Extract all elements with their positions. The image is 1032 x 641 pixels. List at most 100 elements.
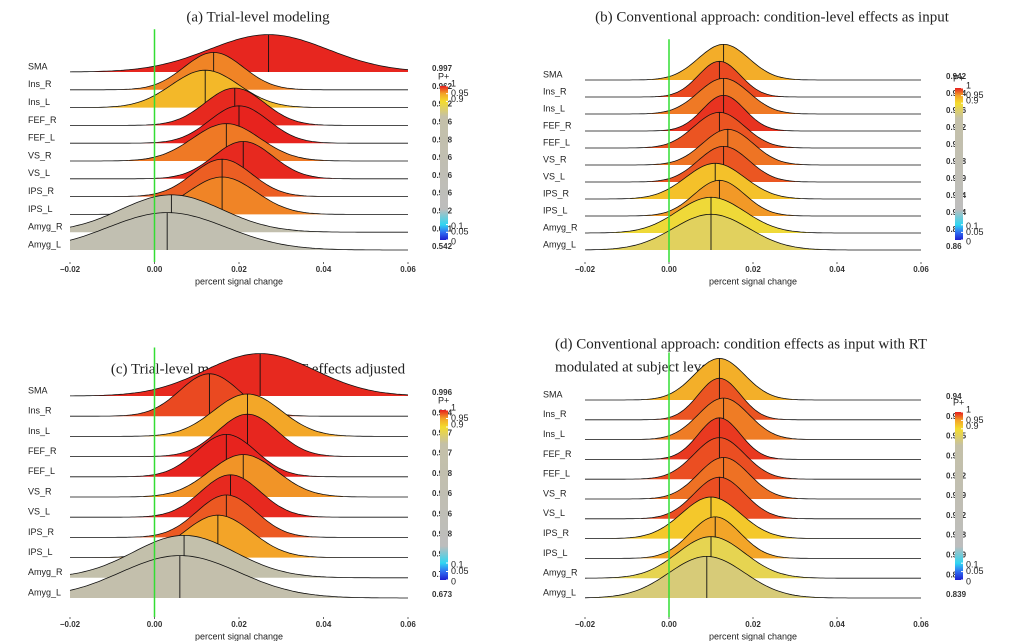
density xyxy=(585,477,921,519)
colorbar xyxy=(955,412,963,580)
density-outline xyxy=(585,476,921,520)
p-label: 0.997 xyxy=(432,64,453,73)
density xyxy=(70,495,408,538)
region-label: Amyg_R xyxy=(543,568,578,578)
region-label: Ins_R xyxy=(543,409,567,419)
colorbar-tick-label: 0.9 xyxy=(966,96,979,106)
region-label: FEF_R xyxy=(543,449,572,459)
density xyxy=(70,454,408,497)
density xyxy=(70,515,408,558)
x-tick-label: −0.02 xyxy=(60,265,81,274)
panel-title: (b) Conventional approach: condition-lev… xyxy=(595,9,950,25)
colorbar-title: P+ xyxy=(438,71,449,81)
density xyxy=(70,177,408,215)
colorbar-title: P+ xyxy=(953,73,964,83)
density-outline xyxy=(69,194,408,233)
colorbar-tick-label: 0.1 xyxy=(451,559,464,569)
x-axis-label: percent signal change xyxy=(195,276,283,286)
density-outline xyxy=(585,146,921,183)
region-label: Ins_R xyxy=(28,79,52,89)
region-label: Amyg_R xyxy=(28,567,63,577)
region-label: FEF_L xyxy=(543,469,570,479)
density-outline xyxy=(585,377,921,421)
density-outline xyxy=(585,128,921,166)
density-outline xyxy=(584,536,921,579)
p-label: 0.89 xyxy=(946,225,962,234)
density xyxy=(585,378,921,420)
colorbar-tick-label: 0.1 xyxy=(451,221,464,231)
region-label: Ins_R xyxy=(543,86,567,96)
colorbar-tick-label: 0.1 xyxy=(966,560,979,570)
colorbar xyxy=(955,88,963,240)
colorbar-tick-label: 0.1 xyxy=(966,221,979,231)
colorbar-tick-label: 0 xyxy=(966,236,971,246)
density-outline xyxy=(70,434,408,478)
colorbar-title: P+ xyxy=(953,397,964,407)
density xyxy=(585,417,921,460)
density xyxy=(70,52,408,90)
x-tick-label: 0.00 xyxy=(661,620,677,629)
x-axis-label: percent signal change xyxy=(709,631,797,641)
x-tick-label: −0.02 xyxy=(575,265,596,274)
x-tick-label: 0.06 xyxy=(913,265,929,274)
density-outline xyxy=(69,555,408,599)
region-label: IPS_L xyxy=(543,205,568,215)
density-outline xyxy=(70,69,408,108)
region-label: Ins_L xyxy=(28,426,50,436)
colorbar-tick-label: 1 xyxy=(451,402,456,412)
density-outline xyxy=(70,373,408,417)
colorbar-tick-label: 0 xyxy=(451,236,456,246)
x-tick-label: 0.04 xyxy=(316,620,332,629)
region-label: FEF_R xyxy=(28,115,57,125)
density xyxy=(585,112,921,148)
x-tick-label: 0.02 xyxy=(745,265,761,274)
region-label: FEF_L xyxy=(28,133,55,143)
density-outline xyxy=(70,353,409,397)
panel-title: modulated at subject level xyxy=(555,359,712,375)
region-label: Ins_L xyxy=(543,103,565,113)
region-label: VS_R xyxy=(543,154,567,164)
colorbar-tick-label: 0.95 xyxy=(966,90,984,100)
density-outline xyxy=(585,111,921,149)
region-label: SMA xyxy=(543,389,563,399)
region-label: VS_L xyxy=(543,171,565,181)
colorbar-tick-label: 0 xyxy=(966,576,971,586)
colorbar-tick-label: 0.05 xyxy=(966,227,984,237)
p-label: 0.942 xyxy=(946,72,967,81)
x-tick-label: 0.04 xyxy=(316,265,332,274)
region-label: Amyg_R xyxy=(28,222,63,232)
x-tick-label: 0.00 xyxy=(147,265,163,274)
density xyxy=(70,141,408,179)
density-outline xyxy=(70,105,408,144)
region-label: IPS_L xyxy=(28,547,53,557)
p-label: 0.98 xyxy=(946,140,962,149)
x-tick-label: 0.02 xyxy=(231,620,247,629)
density xyxy=(70,34,408,72)
density-outline xyxy=(70,51,408,91)
x-tick-label: 0.06 xyxy=(913,620,929,629)
density-outline xyxy=(585,60,921,98)
region-label: VS_R xyxy=(28,486,52,496)
density-outline xyxy=(70,393,408,437)
p-label: 0.99 xyxy=(946,452,962,461)
x-axis-label: percent signal change xyxy=(195,631,283,641)
colorbar-tick-label: 0.95 xyxy=(451,88,469,98)
p-label: 0.673 xyxy=(432,590,453,599)
region-label: FEF_R xyxy=(28,446,57,456)
region-label: VS_L xyxy=(28,507,50,517)
p-label: 0.839 xyxy=(946,590,967,599)
region-label: Ins_L xyxy=(543,429,565,439)
region-label: Ins_R xyxy=(28,406,52,416)
colorbar-tick-label: 0.05 xyxy=(451,227,469,237)
panel-title: (a) Trial-level modeling xyxy=(186,9,330,25)
region-label: IPS_R xyxy=(543,188,570,198)
density-outline xyxy=(584,213,921,251)
density xyxy=(585,180,921,216)
region-label: VS_L xyxy=(28,168,50,178)
region-label: FEF_L xyxy=(28,466,55,476)
colorbar-tick-label: 1 xyxy=(966,80,971,90)
density-outline xyxy=(585,417,921,460)
x-tick-label: 0.04 xyxy=(829,620,845,629)
region-label: VS_R xyxy=(28,150,52,160)
x-tick-label: 0.04 xyxy=(829,265,845,274)
